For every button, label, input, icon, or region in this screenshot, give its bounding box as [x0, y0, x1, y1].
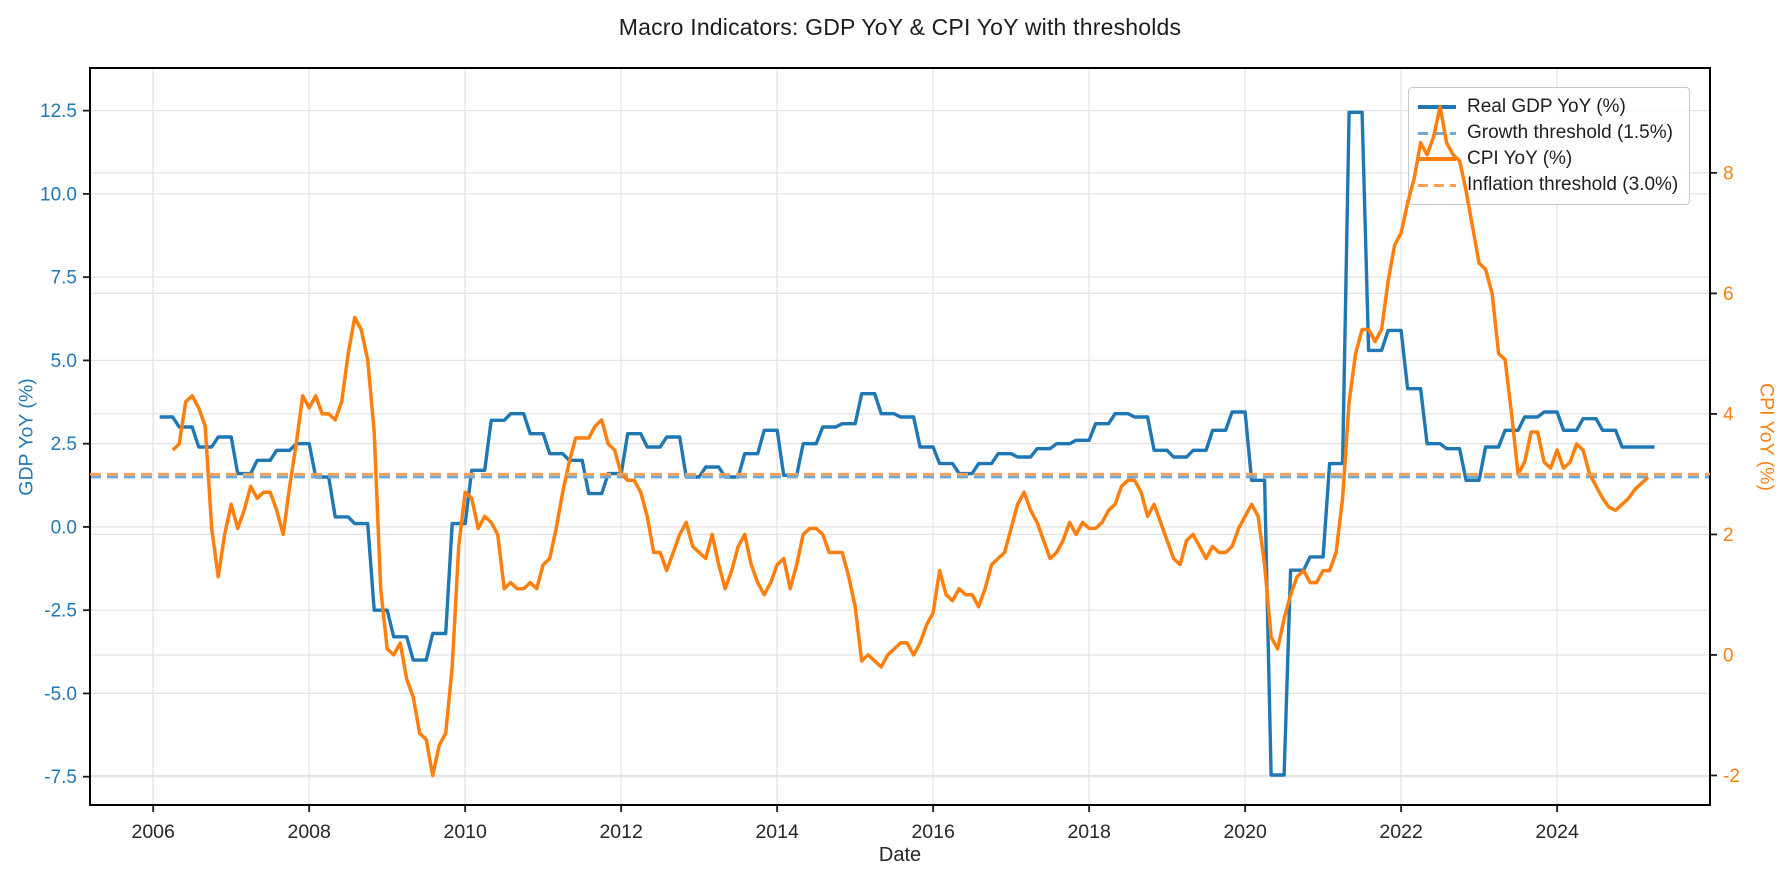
x-tick-label: 2008 — [287, 821, 330, 843]
y-tick-label-left: -5.0 — [44, 684, 77, 705]
y-tick-label-left: 2.5 — [51, 434, 77, 455]
y-tick-label-left: 0.0 — [51, 517, 77, 538]
left-axis-label: GDP YoY (%) — [15, 378, 38, 496]
y-tick-label-left: 7.5 — [51, 268, 77, 289]
cpi-line — [171, 104, 1650, 778]
tick-marks — [83, 109, 1717, 812]
right-axis-label: CPI YoY (%) — [1755, 382, 1778, 492]
legend-item-gdp: Real GDP YoY (%) — [1418, 94, 1678, 120]
x-tick-label: 2018 — [1067, 821, 1110, 843]
y-tick-label-right: 2 — [1723, 525, 1734, 546]
chart-title: Macro Indicators: GDP YoY & CPI YoY with… — [618, 14, 1182, 40]
x-tick-label: 2010 — [443, 821, 487, 843]
y-tick-label-right: 8 — [1723, 163, 1734, 184]
legend-line-sample-inflation-threshold — [1418, 183, 1456, 187]
x-tick-label: 2006 — [131, 821, 174, 843]
legend-box: Real GDP YoY (%) Growth threshold (1.5%)… — [1408, 87, 1691, 205]
x-tick-label: 2020 — [1223, 821, 1267, 843]
legend-label: Inflation threshold (3.0%) — [1467, 174, 1679, 195]
legend-line-sample-growth-threshold — [1418, 131, 1456, 135]
legend-label: Real GDP YoY (%) — [1467, 96, 1626, 117]
y-tick-label-left: -7.5 — [44, 767, 77, 788]
legend-item-cpi: CPI YoY (%) — [1418, 146, 1678, 172]
y-tick-label-right: -2 — [1723, 766, 1740, 787]
legend-item-inflation-threshold: Inflation threshold (3.0%) — [1418, 172, 1678, 198]
tick-labels: 2006 2008 2010 2012 2014 2016 2018 2020 2022 2024… — [40, 101, 1740, 843]
y-tick-label-left: -2.5 — [44, 601, 77, 622]
legend-line-sample-cpi — [1418, 156, 1456, 162]
legend-item-growth-threshold: Growth threshold (1.5%) — [1418, 120, 1678, 146]
x-tick-label: 2024 — [1535, 821, 1579, 843]
y-tick-label-left: 12.5 — [40, 101, 77, 122]
y-tick-label-left: 5.0 — [51, 351, 77, 372]
x-tick-label: 2012 — [599, 821, 642, 843]
y-tick-label-right: 4 — [1723, 404, 1734, 425]
x-tick-label: 2014 — [755, 821, 799, 843]
x-tick-label: 2022 — [1379, 821, 1422, 843]
legend-line-sample-gdp — [1418, 104, 1456, 110]
x-axis-label: Date — [878, 844, 922, 866]
gdp-line — [159, 110, 1655, 777]
x-tick-label: 2016 — [911, 821, 954, 843]
legend-label: CPI YoY (%) — [1467, 148, 1573, 169]
y-tick-label-left: 10.0 — [40, 184, 77, 205]
y-tick-label-right: 0 — [1723, 645, 1734, 666]
y-tick-label-right: 6 — [1723, 284, 1734, 305]
legend-label: Growth threshold (1.5%) — [1467, 122, 1673, 143]
